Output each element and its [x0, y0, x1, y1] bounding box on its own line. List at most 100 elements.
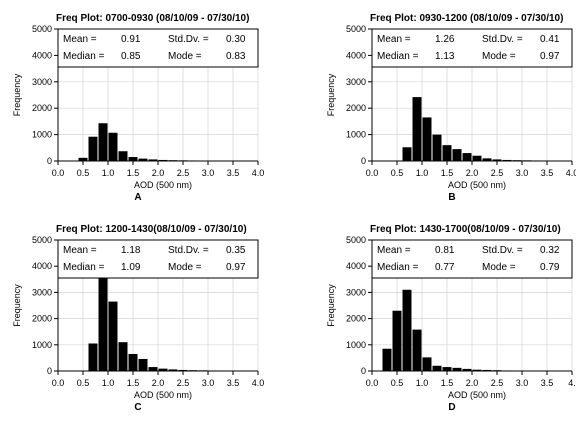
std-label: Std.Dv. =: [168, 245, 209, 256]
x-tick-label: 1.5: [127, 168, 140, 178]
histogram-bar: [109, 133, 118, 161]
histogram-bar: [453, 149, 462, 161]
y-tick-label: 0: [47, 366, 52, 376]
y-tick-label: 1000: [32, 130, 52, 140]
x-tick-label: 0.5: [77, 168, 90, 178]
histogram-bar: [423, 117, 432, 161]
x-tick-label: 4.: [568, 378, 576, 388]
y-tick-label: 0: [47, 156, 52, 166]
histogram-bar: [109, 302, 118, 371]
mean-label: Mean =: [63, 245, 97, 256]
x-tick-label: 2.0: [466, 168, 479, 178]
x-tick-label: 0.5: [77, 378, 90, 388]
x-tick-label: 0.5: [391, 378, 404, 388]
median-label: Median =: [63, 262, 105, 273]
y-tick-label: 3000: [346, 77, 366, 87]
histogram-bar: [393, 311, 402, 371]
mode-value: 0.97: [540, 51, 560, 62]
x-tick-label: 0.5: [391, 168, 404, 178]
histogram-bar: [433, 366, 442, 371]
x-tick-label: 4.0: [252, 378, 265, 388]
y-tick-label: 4000: [346, 50, 366, 60]
histogram-bar: [149, 367, 158, 371]
panel-letter: A: [134, 192, 141, 203]
histogram-bar: [129, 354, 138, 371]
histogram-bar: [99, 266, 108, 371]
median-label: Median =: [377, 51, 419, 62]
x-tick-label: 1.5: [441, 168, 454, 178]
x-tick-label: 1.0: [416, 378, 429, 388]
mode-label: Mode =: [168, 51, 202, 62]
std-value: 0.35: [226, 245, 246, 256]
mode-label: Mode =: [482, 262, 516, 273]
x-tick-label: 4.0: [566, 168, 576, 178]
x-tick-label: 1.5: [441, 378, 454, 388]
chart-title: Freq Plot: 0700-0930 (08/10/09 - 07/30/1…: [56, 13, 249, 24]
x-tick-label: 3.5: [227, 168, 240, 178]
x-tick-label: 1.0: [102, 168, 115, 178]
x-axis-label: AOD (500 nm): [134, 390, 192, 400]
y-tick-label: 5000: [32, 24, 52, 34]
x-tick-label: 2.0: [152, 168, 165, 178]
histogram-bar: [119, 342, 128, 371]
y-tick-label: 4000: [32, 261, 52, 271]
histogram-bar: [433, 135, 442, 161]
y-tick-label: 1000: [346, 340, 366, 350]
std-value: 0.41: [540, 34, 560, 45]
median-value: 1.13: [435, 51, 455, 62]
y-axis-label: Frequency: [326, 73, 336, 116]
x-tick-label: 0.0: [52, 168, 65, 178]
y-tick-label: 3000: [346, 287, 366, 297]
histogram-bar: [413, 330, 422, 371]
median-label: Median =: [63, 51, 105, 62]
y-tick-label: 0: [361, 366, 366, 376]
median-value: 1.09: [121, 262, 141, 273]
y-tick-label: 5000: [346, 24, 366, 34]
x-axis-label: AOD (500 nm): [448, 180, 506, 190]
mean-label: Mean =: [377, 34, 411, 45]
std-label: Std.Dv. =: [168, 34, 209, 45]
y-axis-label: Frequency: [326, 284, 336, 327]
mean-value: 1.18: [121, 245, 141, 256]
y-tick-label: 3000: [32, 287, 52, 297]
mean-label: Mean =: [377, 245, 411, 256]
x-tick-label: 1.0: [416, 168, 429, 178]
y-tick-label: 3000: [32, 77, 52, 87]
y-tick-label: 2000: [32, 314, 52, 324]
y-axis-label: Frequency: [12, 284, 22, 327]
y-axis-label: Frequency: [12, 73, 22, 116]
histogram-bar: [99, 123, 108, 161]
median-label: Median =: [377, 262, 419, 273]
x-tick-label: 3.0: [202, 168, 215, 178]
x-tick-label: 3.0: [516, 168, 529, 178]
x-tick-label: 0.0: [52, 378, 65, 388]
x-tick-label: 1.0: [102, 378, 115, 388]
histogram-bar: [463, 153, 472, 161]
std-label: Std.Dv. =: [482, 34, 523, 45]
histogram-bar: [403, 147, 412, 161]
mean-value: 0.81: [435, 245, 455, 256]
panel-letter: B: [448, 192, 455, 203]
x-axis-label: AOD (500 nm): [448, 390, 506, 400]
chart-panel-a: Freq Plot: 0700-0930 (08/10/09 - 07/30/1…: [12, 13, 264, 203]
mean-value: 1.26: [435, 34, 455, 45]
mode-value: 0.97: [226, 262, 246, 273]
median-value: 0.77: [435, 262, 455, 273]
histogram-bar: [139, 359, 148, 371]
histogram-bar: [89, 137, 98, 161]
x-tick-label: 3.5: [541, 168, 554, 178]
y-tick-label: 1000: [346, 130, 366, 140]
std-value: 0.32: [540, 245, 560, 256]
chart-title: Freq Plot: 1430-1700(08/10/09 - 07/30/10…: [370, 224, 561, 235]
x-tick-label: 2.5: [491, 168, 504, 178]
chart-panel-b: Freq Plot: 0930-1200 (08/10/09 - 07/30/1…: [326, 13, 576, 203]
mode-label: Mode =: [482, 51, 516, 62]
mode-label: Mode =: [168, 262, 202, 273]
histogram-bar: [413, 97, 422, 161]
histogram-bar: [89, 343, 98, 371]
y-tick-label: 1000: [32, 340, 52, 350]
std-label: Std.Dv. =: [482, 245, 523, 256]
y-tick-label: 2000: [32, 103, 52, 113]
mean-label: Mean =: [63, 34, 97, 45]
